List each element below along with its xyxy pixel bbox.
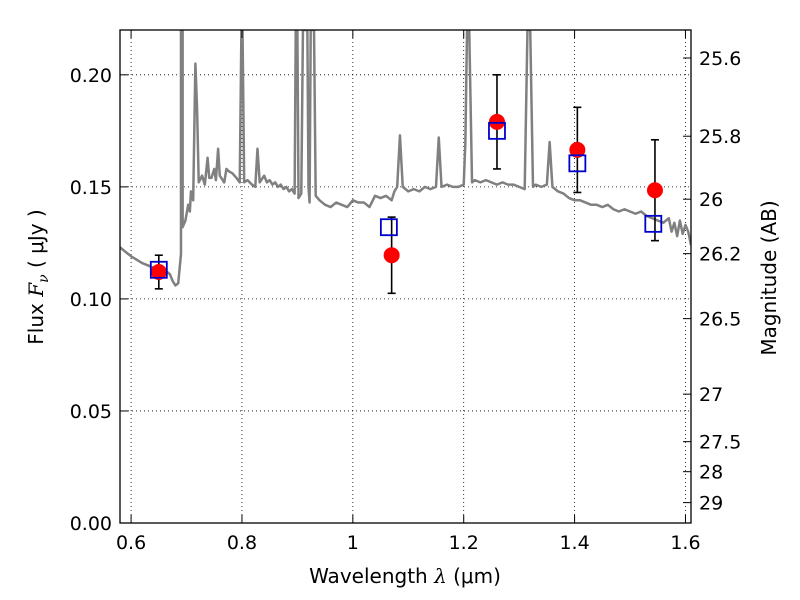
right-axis-tick-label: 27.5	[699, 432, 741, 454]
measured-point	[569, 141, 586, 158]
y-tick-label: 0.05	[70, 401, 112, 423]
axes-frame	[119, 29, 692, 524]
x-tick-label: 1.2	[449, 532, 479, 554]
x-tick-label: 1	[347, 532, 359, 554]
model-point	[644, 214, 663, 233]
y-tick-label: 0.10	[70, 289, 112, 311]
right-axis-label: Magnitude (AB)	[757, 200, 781, 355]
y-tick-label: 0.20	[70, 65, 112, 87]
measured-point	[488, 113, 505, 130]
x-tick-label: 0.6	[116, 532, 146, 554]
model-point	[379, 218, 398, 237]
x-tick-label: 1.4	[559, 532, 589, 554]
right-axis-tick-label: 29	[699, 493, 723, 515]
right-axis-tick-label: 28	[699, 462, 723, 484]
measured-point	[383, 247, 400, 264]
right-axis-tick-label: 27	[699, 384, 723, 406]
right-axis-tick-label: 25.8	[699, 126, 741, 148]
right-axis-tick-label: 26.2	[699, 244, 741, 266]
right-axis-tick-label: 26	[699, 189, 723, 211]
plot-area	[120, 30, 691, 295]
y-tick-label: 0.00	[70, 513, 112, 535]
y-tick-label: 0.15	[70, 177, 112, 199]
right-axis-tick-label: 26.5	[699, 309, 741, 331]
x-tick-label: 0.8	[227, 532, 257, 554]
y-axis-label: Flux Fν ( μJy )	[24, 209, 52, 344]
x-tick-label: 1.6	[670, 532, 700, 554]
measured-point	[646, 182, 663, 199]
right-axis-tick-label: 25.6	[699, 48, 741, 70]
spectrum-line	[120, 30, 691, 287]
x-axis-label: Wavelength λ (μm)	[309, 564, 501, 588]
model-point	[568, 154, 587, 173]
axes: 0.6 0.8 1 1.2 1.4 1.6 0.00 0.05 0.10 0.15 0.20 25.6…	[70, 29, 741, 554]
model-point	[149, 260, 168, 279]
model-point	[488, 121, 506, 140]
